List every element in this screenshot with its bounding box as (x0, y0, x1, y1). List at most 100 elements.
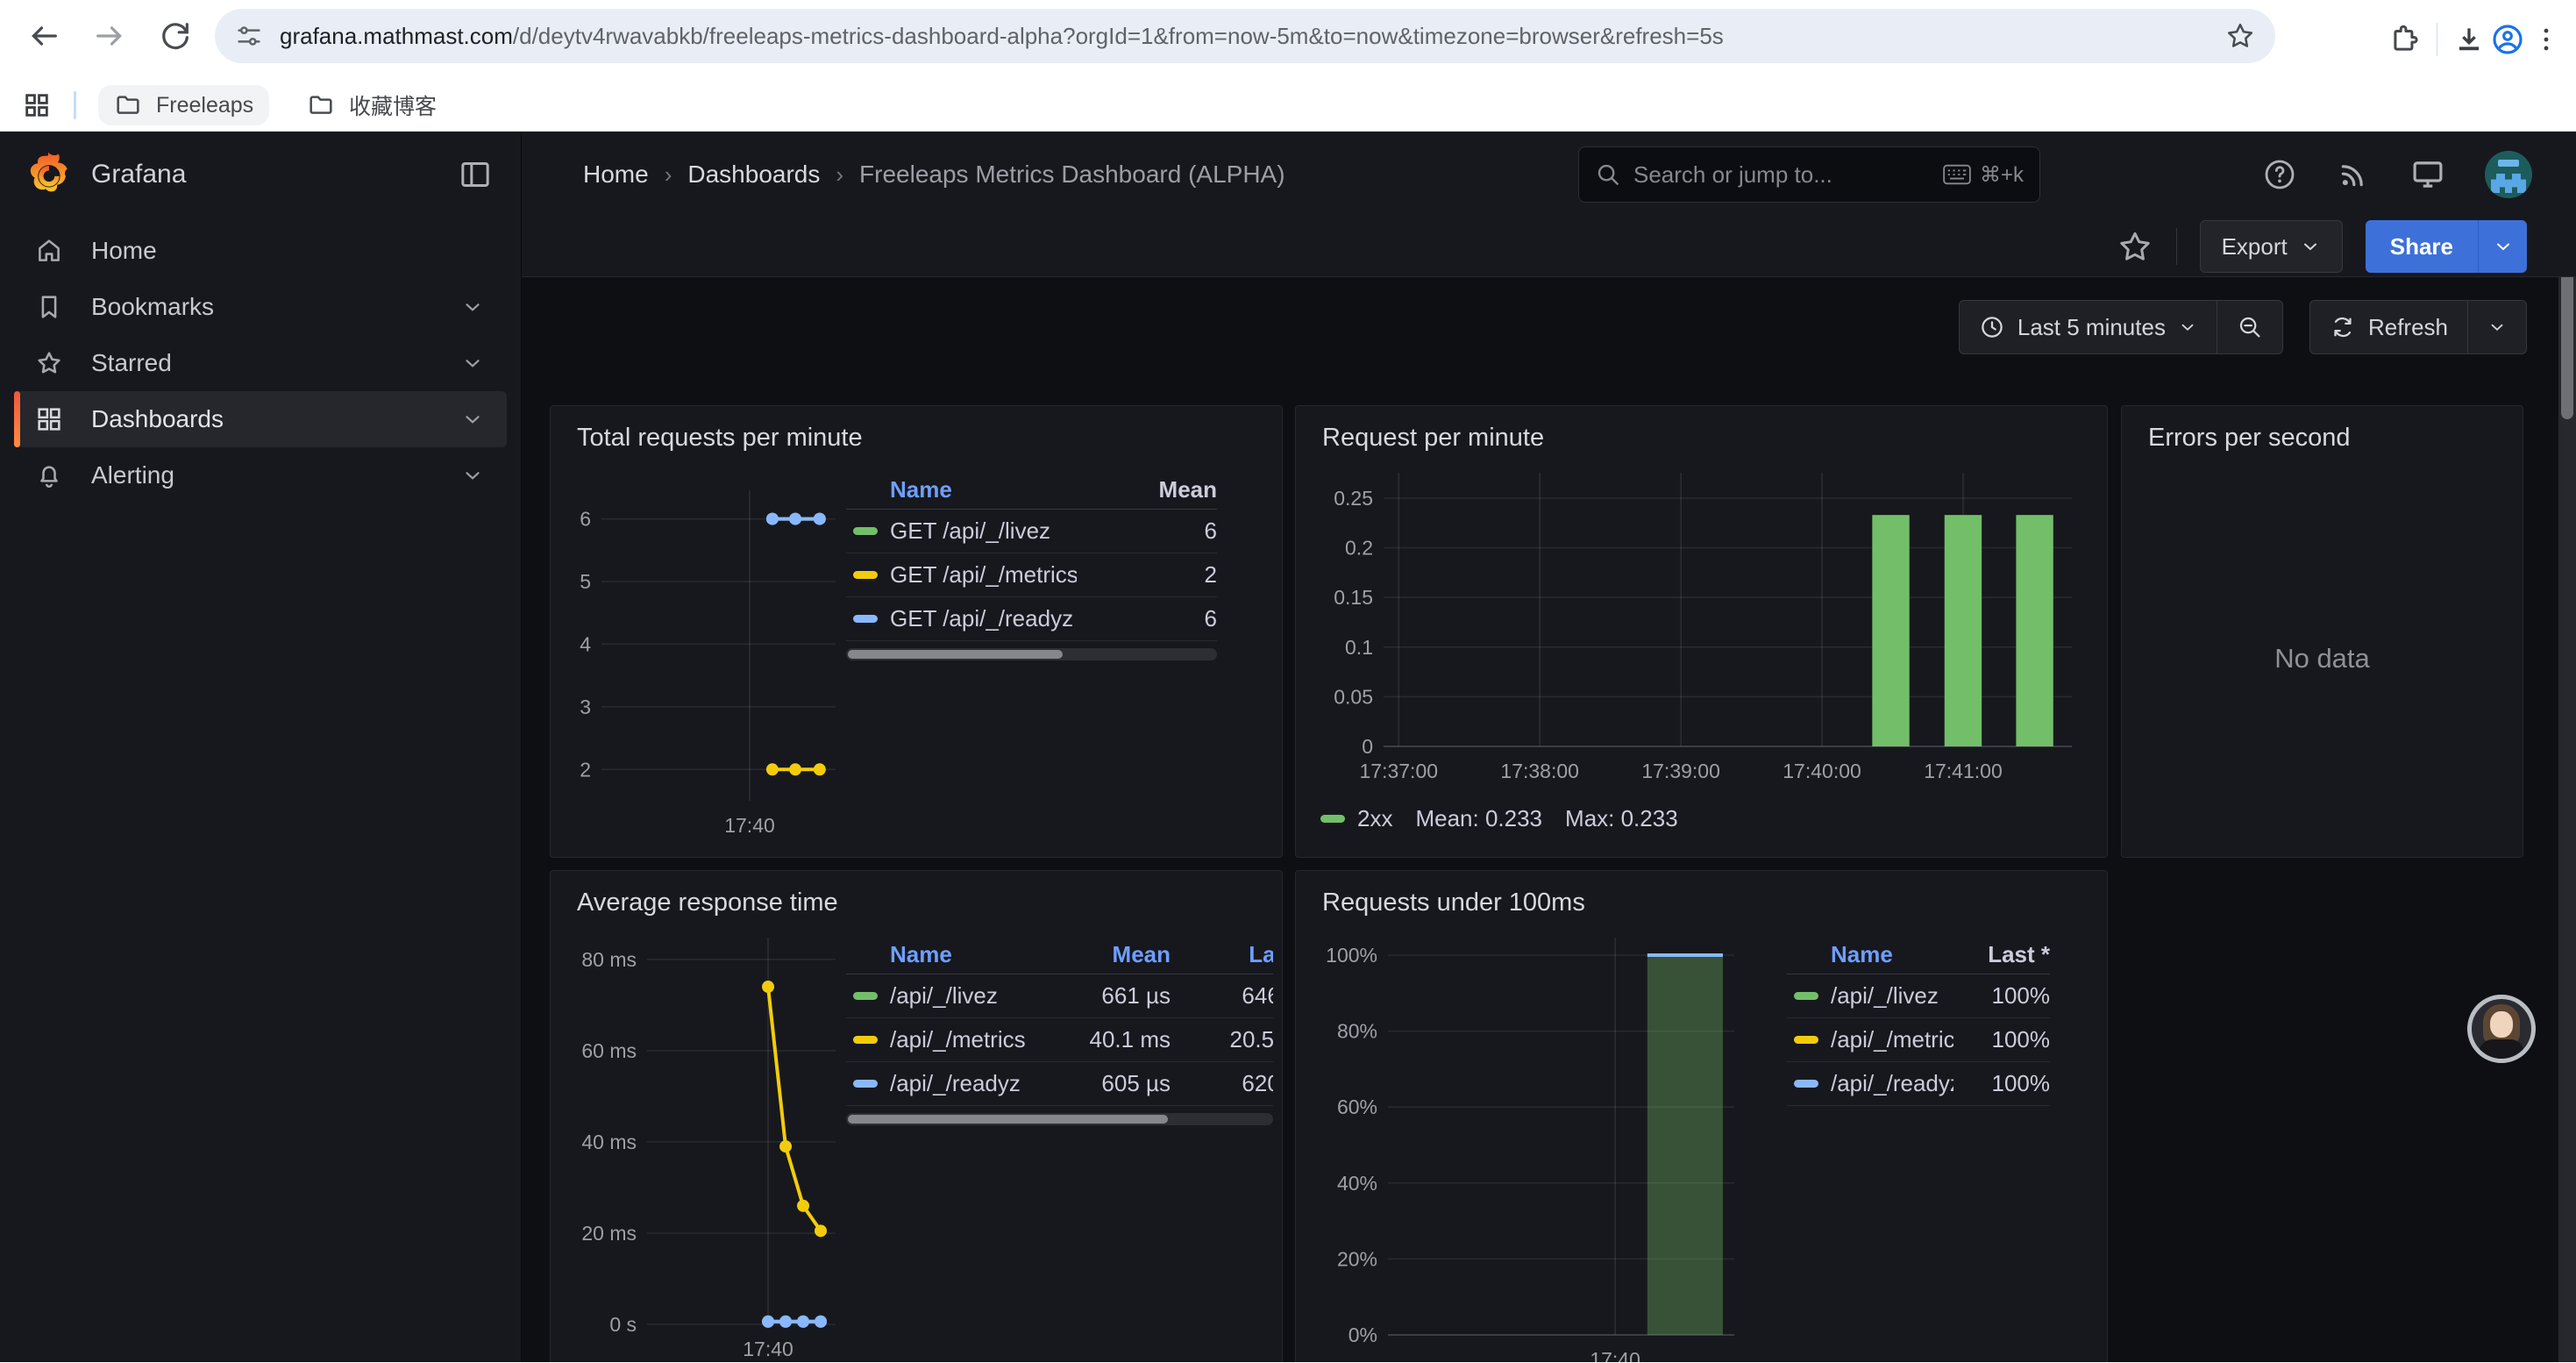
legend-scrollbar[interactable] (846, 1113, 1273, 1125)
bookmark-folder-freeleaps[interactable]: Freeleaps (98, 85, 270, 125)
floating-assistant-avatar[interactable] (2467, 995, 2536, 1063)
series-mean: 6 (1204, 605, 1217, 632)
chevron-down-icon[interactable] (461, 296, 484, 318)
svg-text:5: 5 (580, 570, 591, 593)
legend-header-row: Name Last * (1787, 936, 2050, 974)
series-mean: 6 (1204, 517, 1217, 544)
bookmark-label: 收藏博客 (349, 95, 438, 119)
browser-back-button[interactable] (25, 17, 63, 55)
legend-row: /api/_/readyz 605 µs 620 µs (846, 1062, 1273, 1106)
site-settings-icon[interactable] (234, 21, 264, 51)
time-range-picker[interactable]: Last 5 minutes (1960, 301, 2217, 353)
user-profile-avatar[interactable] (2485, 151, 2532, 198)
grafana-logo[interactable] (23, 149, 74, 200)
series-name[interactable]: /api/_/readyz (890, 1070, 1021, 1096)
grafana-app: Grafana Home › Dashboards › Freeleaps Me… (0, 132, 2576, 1362)
favorite-star-icon[interactable] (2117, 228, 2153, 265)
sidebar-item-label: Home (91, 237, 157, 264)
sidebar-item-dashboards[interactable]: Dashboards (14, 391, 507, 447)
bookmark-folder-blogs[interactable]: 收藏博客 (291, 85, 452, 125)
bookmark-star-icon[interactable] (2224, 20, 2256, 52)
help-icon[interactable] (2262, 157, 2297, 192)
browser-menu-icon[interactable] (2527, 20, 2565, 59)
svg-text:3: 3 (580, 696, 591, 718)
legend-col-mean[interactable]: Mean (1112, 941, 1171, 967)
dock-menu-icon[interactable] (458, 157, 493, 192)
browser-profile-icon[interactable] (2488, 20, 2527, 59)
legend-row: /api/_/readyz 100% (1787, 1062, 2050, 1106)
apps-grid-icon[interactable] (18, 86, 56, 125)
legend-col-name[interactable]: Name (890, 941, 952, 967)
search-input[interactable] (1633, 161, 1931, 189)
scrollbar-thumb[interactable] (848, 650, 1064, 659)
panel-title[interactable]: Requests under 100ms (1322, 888, 1585, 917)
panel-total-requests: Total requests per minute 6 5 4 3 2 17:40 Nam… (550, 405, 1283, 858)
svg-text:17:39:00: 17:39:00 (1641, 760, 1720, 782)
under-100ms-bar-chart[interactable]: 0% 20% 40% 60% 80% 100% 17:40 (1313, 932, 1787, 1362)
panel-title[interactable]: Errors per second (2148, 424, 2351, 452)
breadcrumb-current: Freeleaps Metrics Dashboard (ALPHA) (859, 161, 1285, 188)
url-text[interactable]: grafana.mathmast.com/d/deytv4rwavabkb/fr… (280, 23, 2224, 50)
panel-title[interactable]: Request per minute (1322, 424, 1545, 452)
series-name[interactable]: /api/_/metrics (1831, 1026, 1953, 1053)
folder-icon (117, 96, 139, 114)
series-color-dash (853, 527, 878, 535)
chevron-down-icon[interactable] (461, 408, 484, 431)
legend-col-name[interactable]: Name (1831, 941, 1893, 967)
legend-col-last[interactable]: Last * (1249, 941, 1273, 967)
breadcrumb-dashboards[interactable]: Dashboards (687, 161, 821, 188)
svg-text:0.2: 0.2 (1345, 537, 1373, 560)
search-input-container[interactable]: ⌘+k (1578, 146, 2040, 203)
series-name[interactable]: /api/_/readyz (1831, 1070, 1953, 1096)
svg-text:17:40: 17:40 (1590, 1348, 1640, 1362)
sidebar-item-alerting[interactable]: Alerting (14, 447, 507, 503)
news-rss-icon[interactable] (2336, 157, 2371, 192)
refresh-button[interactable]: Refresh (2310, 301, 2467, 353)
chevron-down-icon[interactable] (461, 464, 484, 487)
share-button[interactable]: Share (2365, 220, 2478, 273)
share-dropdown-button[interactable] (2478, 220, 2527, 273)
scrollbar-thumb[interactable] (848, 1115, 1169, 1124)
browser-reload-button[interactable] (156, 17, 195, 55)
series-name[interactable]: GET /api/_/metrics (890, 561, 1077, 588)
breadcrumb-home[interactable]: Home (583, 161, 649, 188)
sidebar-item-bookmarks[interactable]: Bookmarks (14, 279, 507, 335)
refresh-interval-dropdown[interactable] (2467, 301, 2526, 353)
extensions-icon[interactable] (2386, 20, 2424, 59)
sidebar-item-home[interactable]: Home (14, 223, 507, 279)
legend-scrollbar[interactable] (846, 648, 1217, 660)
series-name[interactable]: /api/_/metrics (890, 1026, 1026, 1053)
series-color-dash (1794, 1036, 1818, 1044)
sidebar-item-starred[interactable]: Starred (14, 335, 507, 391)
legend-col-last[interactable]: Last * (1988, 941, 2050, 967)
chevron-down-icon[interactable] (461, 352, 484, 375)
series-name[interactable]: GET /api/_/livez (890, 517, 1051, 544)
series-color-dash (1320, 815, 1345, 823)
header-icons (2262, 132, 2532, 218)
svg-text:40%: 40% (1337, 1172, 1377, 1195)
request-per-minute-bar-chart[interactable]: 0 0.05 0.1 0.15 0.2 0.25 17:37:00 17:38:00 17:39… (1313, 467, 2091, 831)
total-requests-line-chart[interactable]: 6 5 4 3 2 17:40 (564, 481, 844, 849)
download-icon[interactable] (2450, 20, 2488, 59)
clock-icon (1982, 317, 2003, 338)
zoom-out-button[interactable] (2216, 301, 2282, 353)
avatar-pixel-art (2491, 174, 2526, 193)
panel-title[interactable]: Total requests per minute (577, 424, 863, 452)
panel-title[interactable]: Average response time (577, 888, 838, 917)
scrollbar-thumb[interactable] (2561, 277, 2573, 419)
legend-col-name[interactable]: Name (890, 476, 952, 503)
series-name[interactable]: GET /api/_/readyz (890, 605, 1074, 632)
series-name[interactable]: /api/_/livez (1831, 982, 1939, 1009)
address-bar[interactable]: grafana.mathmast.com/d/deytv4rwavabkb/fr… (215, 9, 2275, 63)
page-scrollbar[interactable] (2558, 277, 2576, 1362)
avg-response-line-chart[interactable]: 0 s 20 ms 40 ms 60 ms 80 ms 17:40 (564, 932, 844, 1362)
svg-text:0.15: 0.15 (1334, 586, 1373, 609)
svg-text:17:40: 17:40 (743, 1338, 793, 1360)
legend-col-mean[interactable]: Mean (1158, 476, 1217, 503)
kiosk-monitor-icon[interactable] (2409, 156, 2446, 193)
legend-item-2xx[interactable]: 2xx (1320, 805, 1392, 832)
export-button[interactable]: Export (2199, 220, 2343, 273)
browser-forward-button[interactable] (90, 17, 129, 55)
refresh-group: Refresh (2309, 300, 2527, 354)
series-name[interactable]: /api/_/livez (890, 982, 998, 1009)
